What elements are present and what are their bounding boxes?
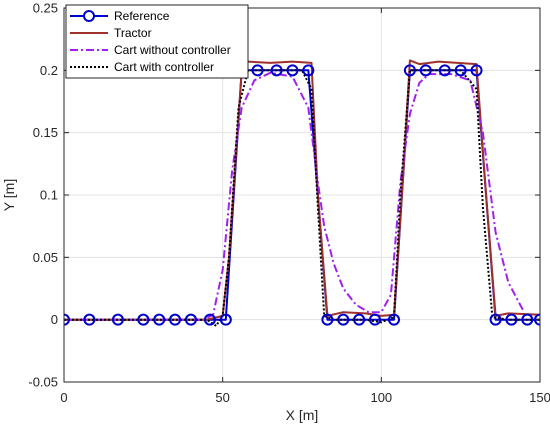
x-tick-label: 50 [215,390,229,405]
y-tick-label: -0.05 [28,375,58,390]
reference-point [83,313,96,326]
y-tick-label: 0.05 [33,250,58,265]
reference-point [438,64,451,77]
reference-point [353,313,366,326]
y-tick-label: 0.25 [33,1,58,16]
reference-point [470,64,483,77]
reference-point [270,64,283,77]
y-axis-label: Y [m] [1,179,17,211]
reference-point [111,313,124,326]
reference-point [419,64,432,77]
legend-label-tractor: Tractor [114,26,152,40]
reference-point [521,313,534,326]
reference-point [169,313,182,326]
reference-point [302,64,315,77]
legend-marker-reference [83,10,95,22]
reference-point [368,313,381,326]
series-line-cart-without-controller [64,71,525,321]
legend-box [65,4,249,79]
reference-point [219,313,232,326]
tick-marks [63,7,541,383]
y-tick-label: 0.2 [40,63,58,78]
x-tick-label: 0 [60,390,67,405]
y-tick-label: 0 [51,312,58,327]
x-axis-label: X [m] [286,407,319,423]
reference-point [505,313,518,326]
reference-point [251,64,264,77]
legend-label-cart-with-controller: Cart with controller [114,60,214,74]
reference-point [184,313,197,326]
reference-point [321,313,334,326]
series-layer [64,59,540,327]
x-tick-label: 150 [529,390,550,405]
series-line-cart-with-controller [64,69,540,327]
legend-entry-cart-without-controller: Cart without controller [70,43,231,57]
reference-point [489,313,502,326]
reference-point [337,313,350,326]
legend-entry-cart-with-controller: Cart with controller [70,60,214,74]
reference-point [203,313,216,326]
legend: Reference Tractor Cart without controlle… [65,4,249,79]
legend-label-cart-without-controller: Cart without controller [114,43,231,57]
reference-point [153,313,166,326]
y-tick-label: 0.15 [33,125,58,140]
reference-point [286,64,299,77]
legend-entry-reference: Reference [70,9,170,23]
legend-entry-tractor: Tractor [70,26,152,40]
reference-point [403,64,416,77]
x-tick-label: 100 [370,390,392,405]
reference-point [388,313,401,326]
y-tick-label: 0.1 [40,188,58,203]
reference-point [454,64,467,77]
legend-label-reference: Reference [114,9,170,23]
reference-point [137,313,150,326]
